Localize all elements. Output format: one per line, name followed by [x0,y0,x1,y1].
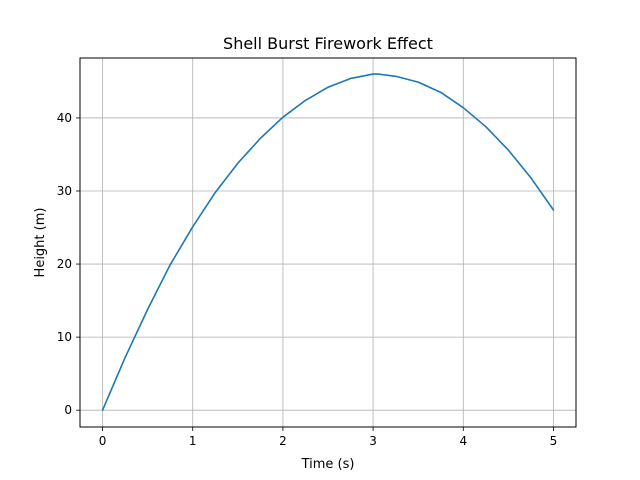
plot-frame [79,57,577,428]
height-curve [101,73,555,411]
x-tick-label: 2 [279,434,287,448]
x-tick-label: 0 [99,434,107,448]
y-tick-label: 20 [57,257,72,271]
series-layer [101,73,555,411]
y-tick-label: 30 [57,184,72,198]
x-tick-label: 3 [369,434,377,448]
x-tick-label: 4 [459,434,467,448]
y-axis-label: Height (m) [33,208,48,278]
x-axis-label: Time (s) [301,457,355,472]
ticks: 0 1 2 3 4 5 0 10 20 30 40 [57,111,558,448]
y-tick-label: 10 [57,330,72,344]
y-tick-label: 40 [57,111,72,125]
x-tick-label: 1 [189,434,197,448]
y-tick-label: 0 [64,403,72,417]
x-tick-label: 5 [550,434,558,448]
grid [80,58,576,427]
chart-title: Shell Burst Firework Effect [223,34,433,53]
